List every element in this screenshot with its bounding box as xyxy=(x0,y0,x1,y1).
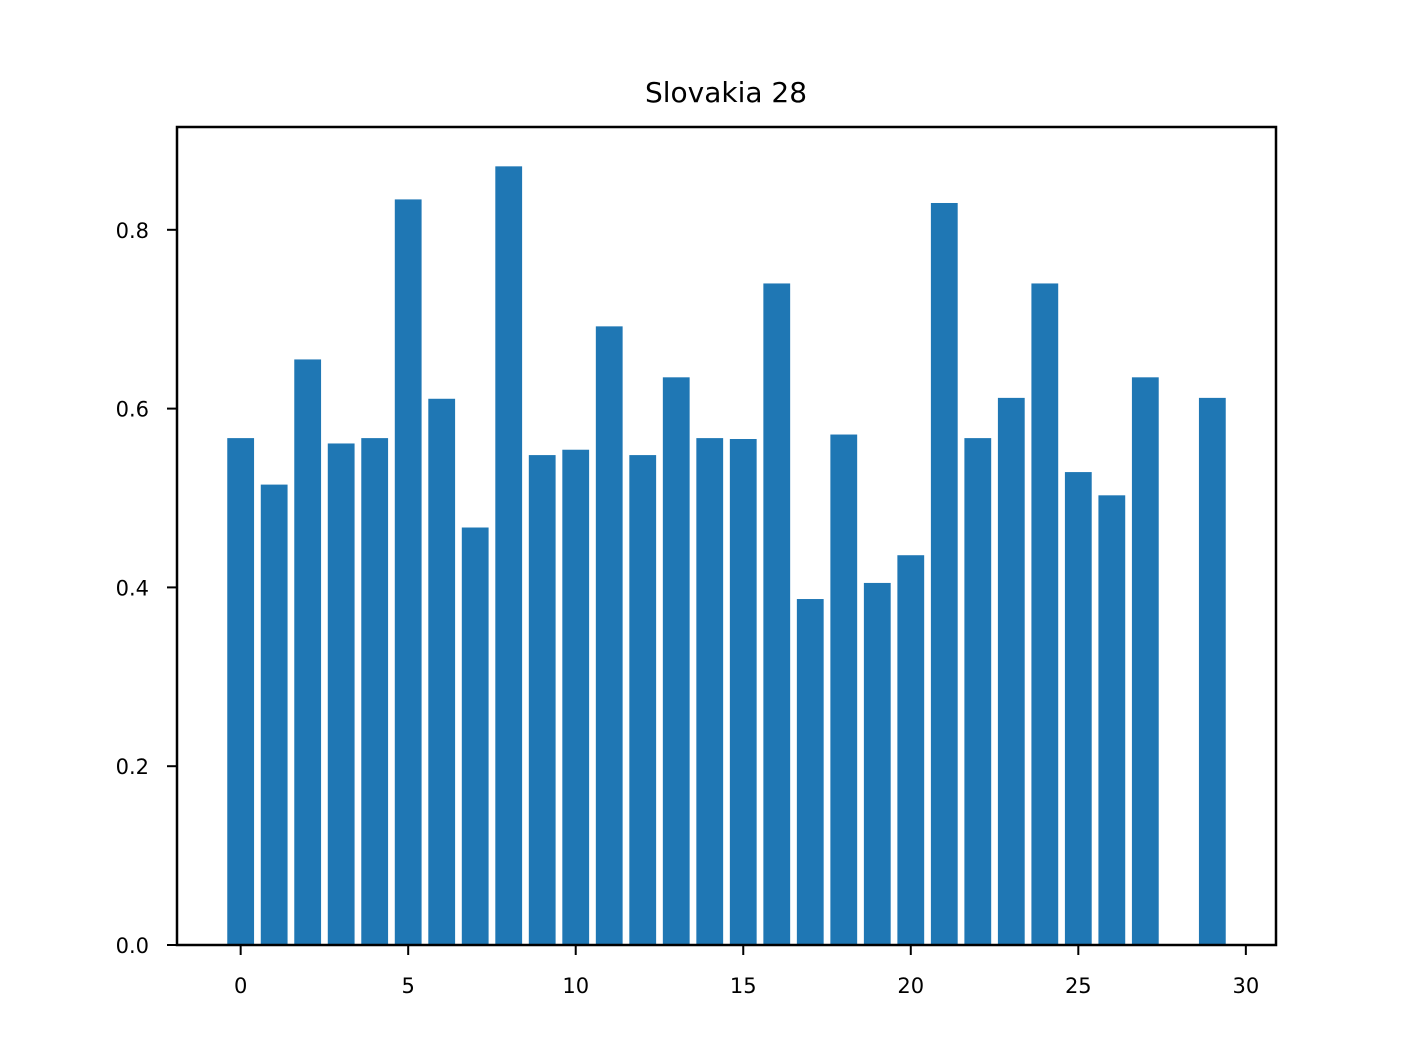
bar-13 xyxy=(662,377,690,945)
y-tick-label: 0.2 xyxy=(116,755,149,779)
y-tick-label: 0.0 xyxy=(116,934,149,958)
x-tick-label: 25 xyxy=(1065,974,1092,998)
bar-0 xyxy=(227,438,255,945)
bar-8 xyxy=(495,166,523,946)
y-tick-label: 0.8 xyxy=(116,219,149,243)
bar-20 xyxy=(897,555,925,945)
x-tick-label: 15 xyxy=(730,974,757,998)
bar-16 xyxy=(763,283,791,945)
x-tick-label: 5 xyxy=(402,974,415,998)
bar-4 xyxy=(361,438,389,945)
bar-11 xyxy=(595,326,623,945)
x-tick-label: 30 xyxy=(1232,974,1259,998)
bar-3 xyxy=(327,443,355,945)
bar-14 xyxy=(696,438,724,945)
bar-18 xyxy=(830,434,858,945)
y-axis-ticks: 0.0 0.2 0.4 0.6 0.8 xyxy=(116,219,177,958)
bar-9 xyxy=(528,455,556,945)
bar-5 xyxy=(394,199,422,945)
y-tick-label: 0.4 xyxy=(116,576,149,600)
bar-17 xyxy=(796,599,824,945)
bar-15 xyxy=(729,439,757,945)
bar-2 xyxy=(294,359,322,945)
x-axis-ticks: 0 5 10 15 20 25 30 xyxy=(234,945,1259,998)
bar-1 xyxy=(260,484,288,945)
y-tick-label: 0.6 xyxy=(116,398,149,422)
bar-21 xyxy=(930,202,958,946)
bar-7 xyxy=(461,527,489,945)
bar-25 xyxy=(1064,472,1092,945)
bar-26 xyxy=(1098,495,1126,945)
bar-24 xyxy=(1031,283,1059,945)
bar-6 xyxy=(428,398,456,945)
bar-27 xyxy=(1131,377,1159,945)
bars-group xyxy=(227,166,1226,946)
bar-12 xyxy=(629,455,657,945)
bar-23 xyxy=(997,397,1025,945)
bar-29 xyxy=(1198,397,1226,945)
chart-title: Slovakia 28 xyxy=(645,76,807,109)
plot-frame xyxy=(175,125,1278,947)
x-tick-label: 0 xyxy=(234,974,247,998)
x-tick-label: 10 xyxy=(562,974,589,998)
bar-19 xyxy=(863,582,891,945)
x-tick-label: 20 xyxy=(897,974,924,998)
bar-22 xyxy=(964,438,992,945)
bar-10 xyxy=(562,449,590,945)
